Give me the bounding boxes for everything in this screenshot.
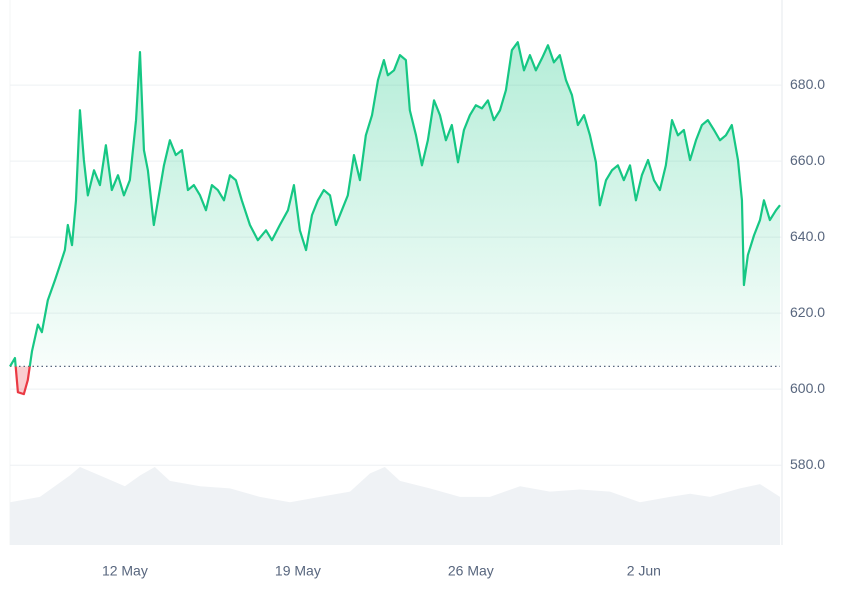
y-tick-label: 660.0 <box>790 152 825 168</box>
x-tick-label: 2 Jun <box>627 563 661 579</box>
y-tick-label: 580.0 <box>790 456 825 472</box>
price-area <box>10 42 780 395</box>
volume-area <box>10 467 780 545</box>
x-tick-label: 19 May <box>275 563 321 579</box>
x-tick-label: 26 May <box>448 563 494 579</box>
y-tick-label: 620.0 <box>790 304 825 320</box>
y-tick-label: 640.0 <box>790 228 825 244</box>
y-tick-label: 600.0 <box>790 380 825 396</box>
x-tick-label: 12 May <box>102 563 148 579</box>
price-line <box>9 41 781 396</box>
y-tick-label: 680.0 <box>790 76 825 92</box>
